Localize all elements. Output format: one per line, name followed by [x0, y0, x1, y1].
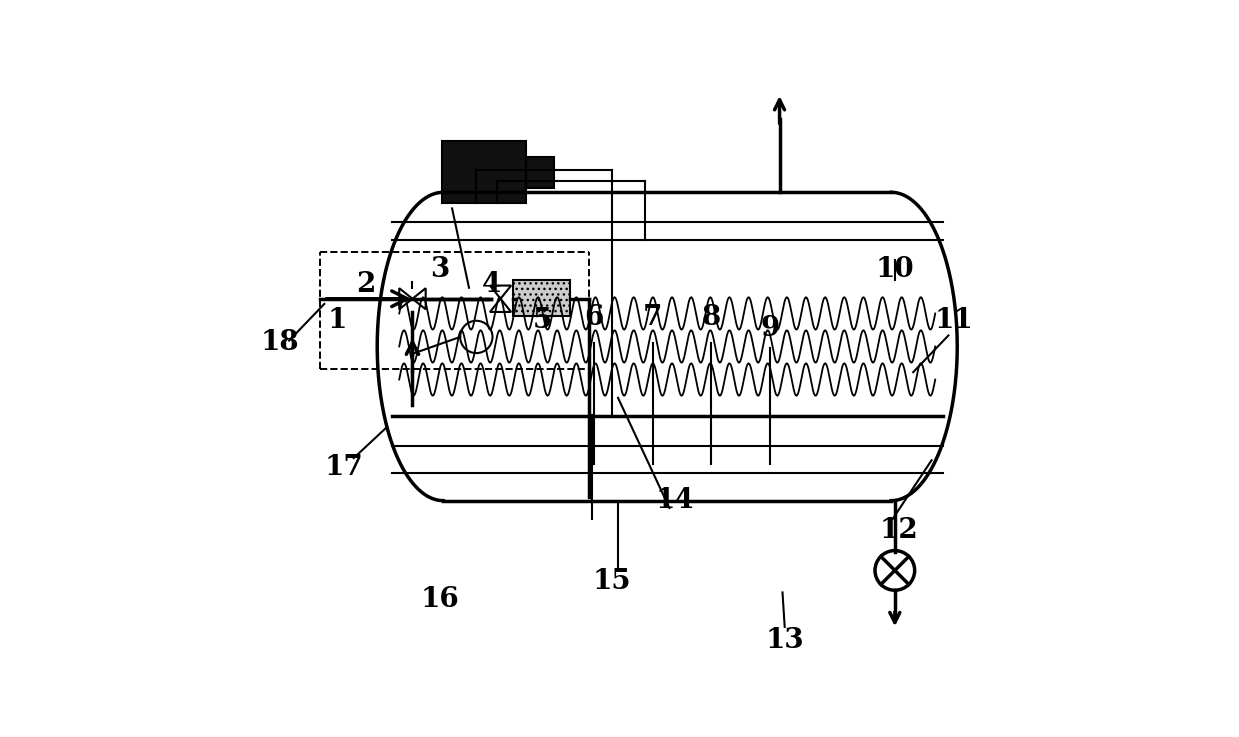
Text: 11: 11	[934, 307, 973, 335]
Bar	[513, 280, 570, 315]
Text: 5: 5	[533, 307, 553, 335]
Bar	[527, 157, 554, 187]
Bar	[442, 141, 527, 203]
Text: 6: 6	[584, 304, 603, 331]
Text: 14: 14	[655, 487, 694, 514]
Text: 2: 2	[357, 270, 375, 298]
Text: 7: 7	[643, 304, 662, 331]
Text: 8: 8	[701, 304, 721, 331]
Text: 4: 4	[482, 270, 501, 298]
Text: 13: 13	[766, 626, 804, 654]
Text: 9: 9	[761, 315, 779, 342]
Text: 18: 18	[261, 329, 300, 356]
Text: 10: 10	[876, 256, 914, 283]
Text: 1: 1	[327, 307, 347, 335]
Text: 15: 15	[592, 568, 632, 595]
Text: 3: 3	[430, 256, 450, 283]
Text: 16: 16	[420, 586, 458, 613]
Text: 12: 12	[880, 517, 918, 543]
Text: 17: 17	[325, 454, 363, 481]
